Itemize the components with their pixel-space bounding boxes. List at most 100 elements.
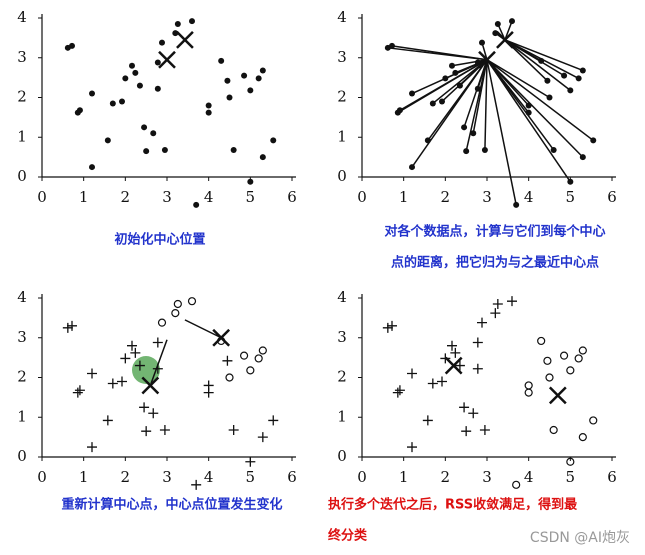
caption: 终分类 bbox=[328, 528, 368, 544]
centroid bbox=[158, 50, 176, 69]
point bbox=[69, 42, 75, 49]
point bbox=[442, 75, 449, 82]
point bbox=[74, 385, 85, 396]
x-tick-label: 4 bbox=[204, 188, 214, 206]
point bbox=[429, 100, 436, 107]
point bbox=[152, 363, 163, 374]
point bbox=[578, 346, 587, 355]
point bbox=[139, 402, 150, 413]
point bbox=[492, 30, 499, 37]
point bbox=[245, 456, 256, 467]
point bbox=[89, 90, 95, 97]
point bbox=[461, 124, 468, 131]
link bbox=[484, 59, 488, 150]
x-tick-label: 1 bbox=[399, 468, 409, 486]
link bbox=[486, 59, 571, 183]
point bbox=[544, 77, 551, 84]
x-tick-label: 6 bbox=[607, 468, 617, 486]
y-tick-label: 4 bbox=[337, 288, 347, 306]
link bbox=[391, 45, 488, 61]
x-tick-label: 4 bbox=[524, 468, 534, 486]
point bbox=[172, 30, 179, 37]
point bbox=[107, 378, 118, 389]
caption: 点的距离，把它归为与之最近中心点 bbox=[391, 255, 599, 271]
x-tick-label: 0 bbox=[37, 468, 47, 486]
y-tick-label: 0 bbox=[17, 447, 27, 465]
point bbox=[228, 424, 239, 435]
point bbox=[222, 355, 233, 366]
caption: 执行多个迭代之后，RSS收敛满足，得到最 bbox=[328, 497, 578, 513]
link bbox=[427, 59, 488, 141]
point bbox=[173, 299, 182, 309]
point bbox=[241, 72, 248, 79]
point bbox=[157, 318, 167, 327]
point bbox=[590, 137, 597, 144]
point bbox=[427, 378, 438, 389]
point bbox=[154, 85, 161, 92]
y-tick-label: 4 bbox=[17, 8, 27, 26]
point bbox=[524, 388, 533, 397]
y-tick-label: 1 bbox=[337, 127, 347, 145]
link bbox=[477, 59, 488, 89]
point bbox=[189, 18, 195, 25]
point bbox=[239, 351, 249, 360]
point bbox=[437, 376, 447, 387]
point bbox=[117, 376, 127, 387]
point bbox=[247, 178, 254, 185]
point bbox=[150, 130, 157, 137]
point bbox=[72, 387, 83, 398]
point bbox=[389, 42, 395, 49]
x-tick-label: 3 bbox=[482, 188, 492, 206]
point bbox=[525, 102, 532, 109]
point bbox=[127, 340, 137, 351]
link bbox=[486, 59, 594, 142]
point bbox=[268, 415, 279, 426]
caption: 初始化中心位置 bbox=[114, 232, 205, 248]
point bbox=[132, 69, 139, 76]
point bbox=[141, 426, 152, 437]
point bbox=[62, 322, 73, 333]
point bbox=[152, 337, 163, 348]
point bbox=[224, 77, 231, 84]
point bbox=[257, 432, 268, 443]
point bbox=[109, 100, 116, 107]
point bbox=[579, 67, 586, 74]
point bbox=[537, 336, 546, 346]
x-tick-label: 3 bbox=[482, 468, 492, 486]
point bbox=[102, 415, 113, 426]
point bbox=[134, 360, 145, 371]
point bbox=[203, 380, 214, 391]
point bbox=[566, 457, 575, 466]
point bbox=[171, 309, 180, 318]
point bbox=[512, 480, 521, 489]
point bbox=[507, 296, 517, 307]
centroid-move bbox=[184, 319, 222, 339]
point bbox=[141, 124, 148, 131]
point bbox=[459, 402, 470, 413]
point bbox=[205, 102, 212, 109]
point bbox=[396, 107, 403, 114]
link bbox=[486, 59, 517, 205]
point bbox=[422, 415, 433, 426]
point bbox=[450, 347, 461, 358]
point bbox=[259, 154, 266, 161]
point bbox=[193, 201, 200, 208]
x-tick-label: 0 bbox=[357, 188, 367, 206]
x-tick-label: 6 bbox=[607, 188, 617, 206]
point bbox=[247, 87, 254, 94]
point bbox=[225, 373, 234, 382]
point bbox=[136, 82, 143, 89]
point bbox=[387, 320, 397, 331]
x-tick-label: 5 bbox=[246, 468, 256, 486]
x-tick-label: 1 bbox=[79, 188, 89, 206]
point bbox=[546, 94, 553, 101]
link bbox=[432, 59, 488, 105]
x-tick-label: 2 bbox=[441, 468, 451, 486]
y-tick-label: 2 bbox=[337, 88, 347, 106]
point bbox=[120, 353, 131, 364]
point bbox=[538, 57, 545, 64]
x-tick-label: 5 bbox=[246, 188, 256, 206]
x-tick-label: 6 bbox=[287, 468, 297, 486]
point bbox=[259, 67, 266, 74]
y-tick-label: 0 bbox=[17, 167, 27, 185]
